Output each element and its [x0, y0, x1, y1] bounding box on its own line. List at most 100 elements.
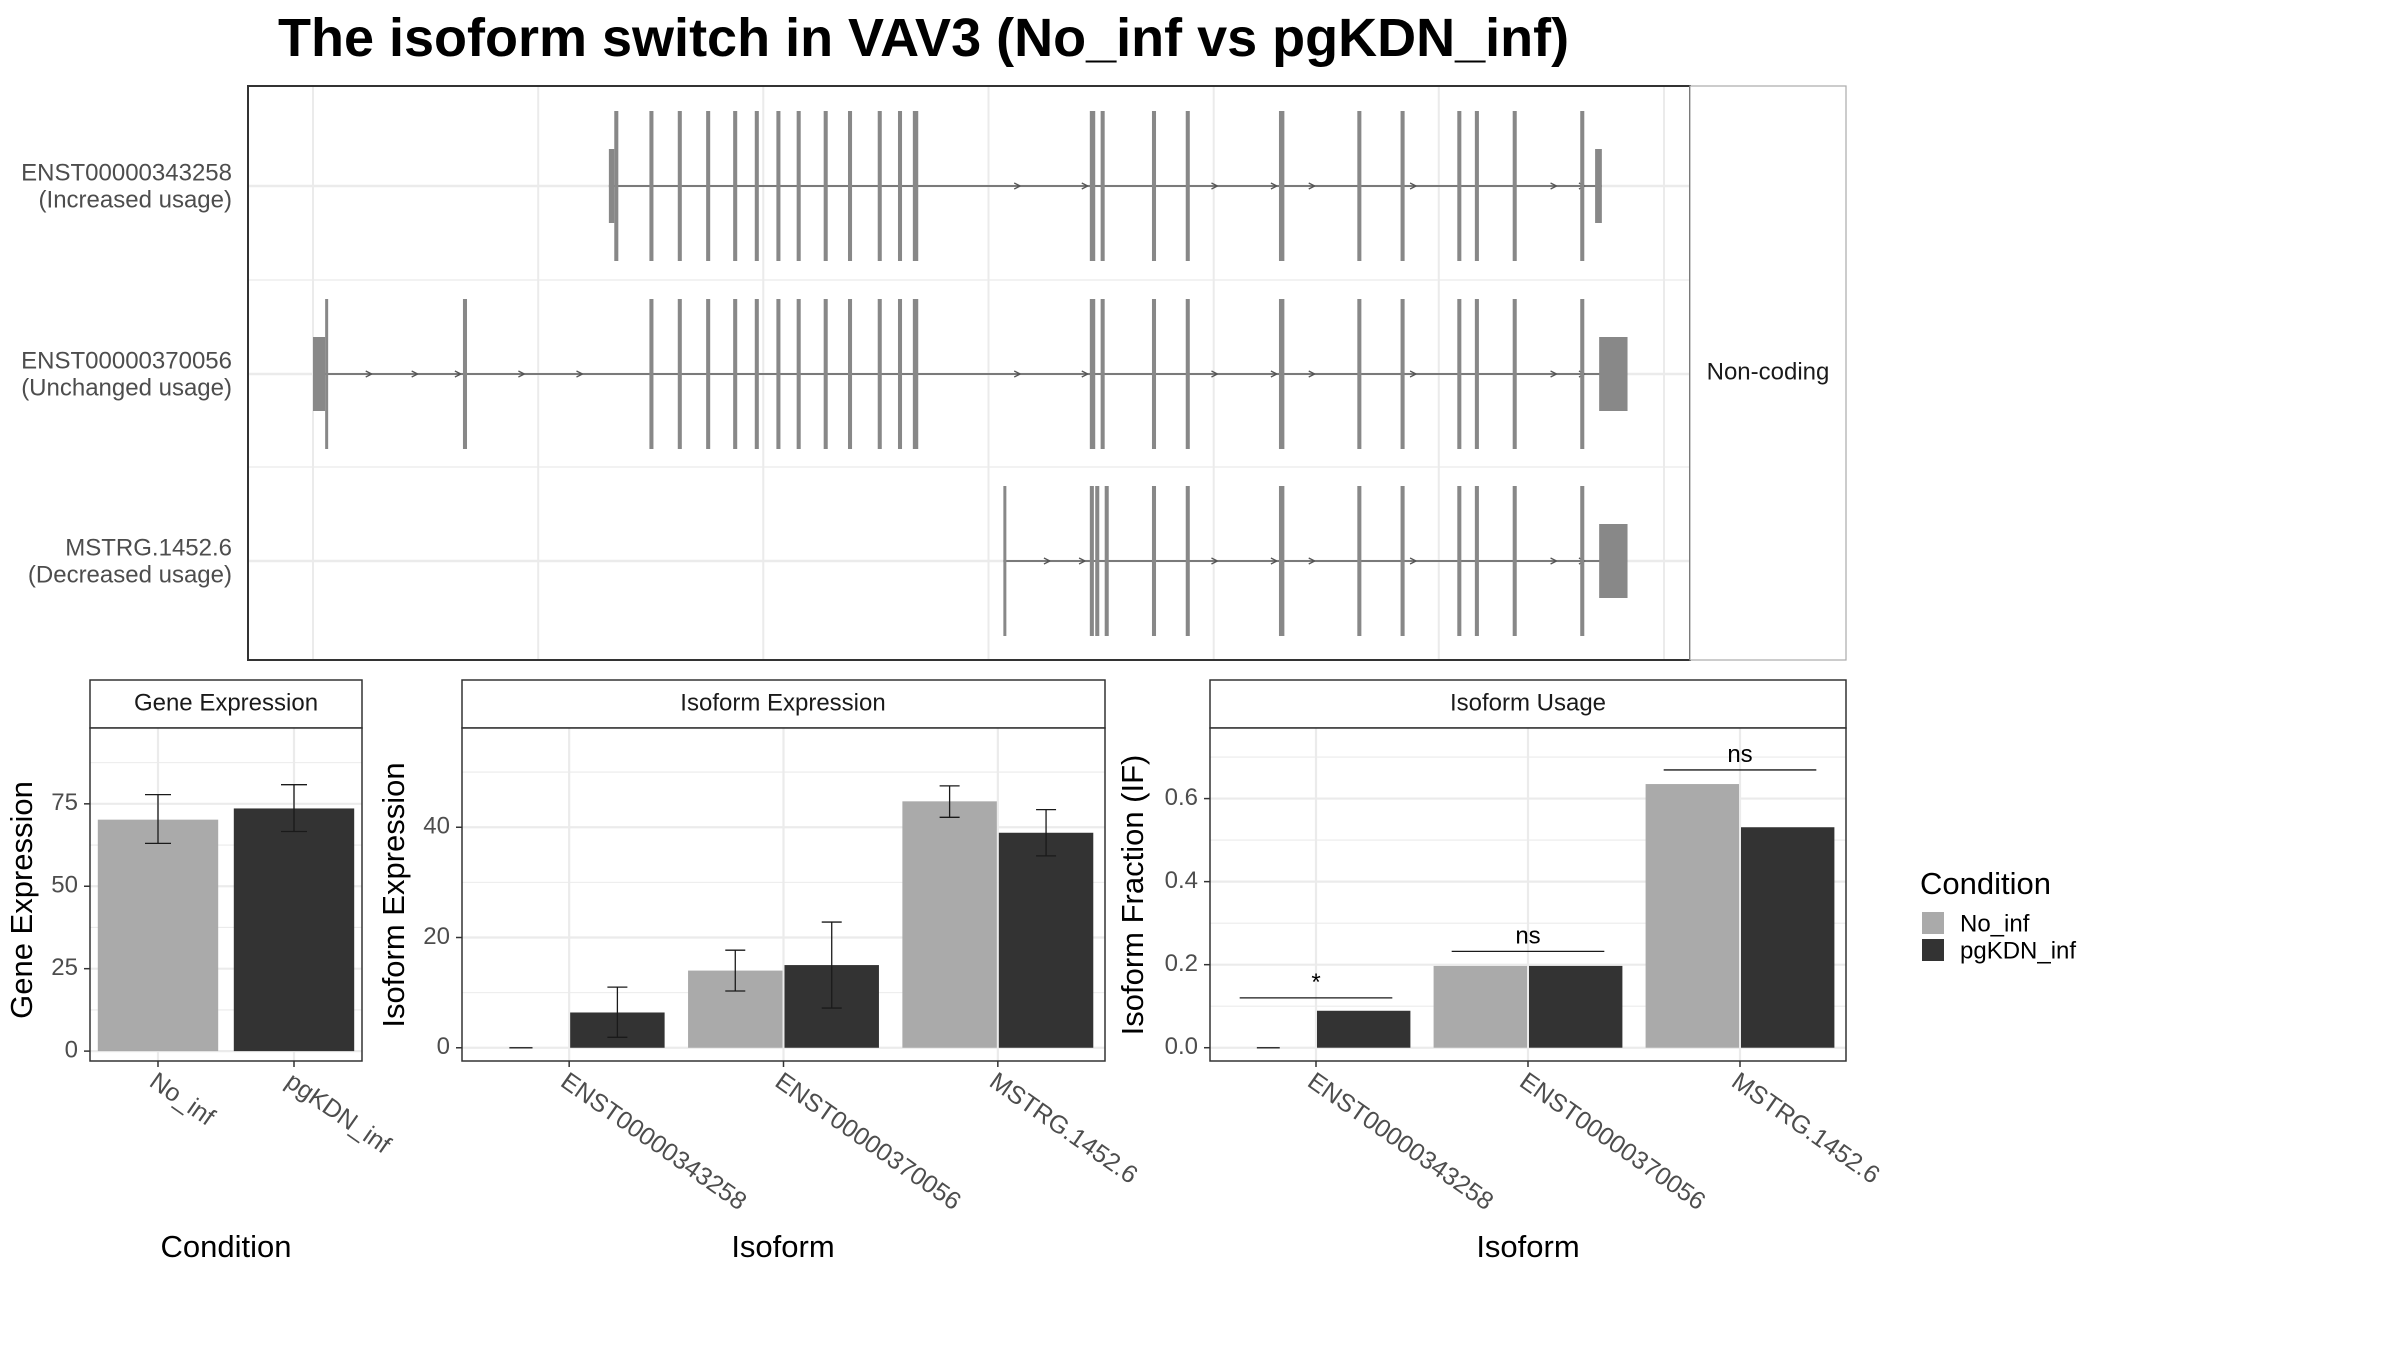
- exon-block: [1580, 486, 1585, 636]
- plot-border: [89, 727, 363, 1062]
- exon-block: [796, 111, 801, 261]
- isoform-expression-strip-title: Isoform Expression: [680, 689, 885, 716]
- gene-expression-x-title: Condition: [161, 1229, 292, 1264]
- transcript-id-label: MSTRG.1452.6: [65, 534, 232, 561]
- exon-block: [1474, 486, 1479, 636]
- x-tick-label: ENST00000370056: [770, 1067, 966, 1216]
- strand-arrow: [1043, 557, 1052, 565]
- transcript-track: [608, 111, 1602, 261]
- exon-block: [1512, 111, 1517, 261]
- exon-block: [1599, 337, 1628, 411]
- exon-block: [706, 299, 711, 449]
- exon-block: [776, 299, 781, 449]
- exon-block: [754, 299, 759, 449]
- strand-arrow: [1550, 182, 1559, 190]
- error-bar: [1036, 808, 1057, 857]
- isoform-expression-x-title: Isoform: [731, 1229, 834, 1264]
- exon-block: [1512, 486, 1517, 636]
- exon-block: [1151, 111, 1157, 261]
- exon-block: [1185, 299, 1190, 449]
- facet-strip: [1689, 85, 1847, 661]
- error-bar: [725, 949, 746, 992]
- exon-block: [823, 111, 828, 261]
- exon-block: [754, 111, 759, 261]
- exon-block: [733, 111, 738, 261]
- exon-block: [1089, 111, 1096, 261]
- x-tick-label: pgKDN_inf: [281, 1067, 396, 1159]
- exon-block: [462, 299, 468, 449]
- y-tick-label: 0.0: [1165, 1033, 1198, 1060]
- plot-border: [1209, 727, 1847, 1062]
- legend-title: Condition: [1920, 866, 2051, 901]
- strand-arrow: [411, 370, 420, 378]
- condition-legend: Condition No_inf pgKDN_inf: [1920, 866, 2076, 964]
- exon-block: [1580, 111, 1585, 261]
- x-tick-label: ENST00000370056: [1515, 1067, 1711, 1216]
- plot-border: [461, 727, 1106, 1062]
- strand-arrow: [1270, 557, 1279, 565]
- isoform-usage-plot: 0.0 0.2 0.4 0.6 ENST00000343258 ENST000003700…: [1165, 727, 1885, 1216]
- bar: [1317, 1010, 1411, 1048]
- facet-strip-label: Non-coding: [1707, 358, 1830, 385]
- strand-arrow: [1308, 182, 1317, 190]
- strand-arrow: [1013, 370, 1022, 378]
- strand-arrow: [1270, 370, 1279, 378]
- exon-block: [877, 111, 882, 261]
- exon-block: [1400, 299, 1405, 449]
- significance-label: *: [1311, 969, 1320, 996]
- exon-block: [677, 299, 682, 449]
- exon-block: [1104, 486, 1109, 636]
- gene-expression-strip: [89, 679, 363, 729]
- isoform-expression-y-title: Isoform Expression: [376, 762, 411, 1027]
- strand-arrow: [1409, 557, 1418, 565]
- x-tick-label: ENST00000343258: [556, 1067, 752, 1216]
- y-tick-label: 0.6: [1165, 784, 1198, 811]
- y-tick-label: 20: [423, 923, 450, 950]
- strand-arrow: [1078, 557, 1087, 565]
- gene-expression-y-title: Gene Expression: [4, 781, 39, 1019]
- exon-block: [1185, 486, 1190, 636]
- error-bar: [281, 784, 307, 833]
- isoform-expression-panel: Isoform Expression 0 20 40 ENST00000343258 E…: [376, 679, 1143, 1264]
- exon-block: [1278, 111, 1285, 261]
- exon-block: [614, 111, 619, 261]
- exon-block: [877, 299, 882, 449]
- exon-block: [847, 111, 853, 261]
- significance-label: ns: [1515, 922, 1540, 949]
- y-tick-label: 75: [51, 789, 78, 816]
- exon-block: [733, 299, 738, 449]
- legend-label-no-inf: No_inf: [1960, 910, 2030, 937]
- exon-block: [1457, 111, 1462, 261]
- exon-block: [1400, 486, 1405, 636]
- exon-block: [1474, 299, 1479, 449]
- y-tick-label: 0.2: [1165, 950, 1198, 977]
- strand-arrow: [454, 370, 463, 378]
- bar: [1529, 965, 1623, 1048]
- strand-arrow: [1081, 370, 1090, 378]
- exon-block: [1185, 111, 1190, 261]
- gene-expression-strip-title: Gene Expression: [134, 689, 318, 716]
- exon-block: [912, 111, 919, 261]
- exon-block: [325, 299, 329, 449]
- strand-arrow: [1211, 182, 1219, 190]
- transcript-usage-label: (Decreased usage): [28, 561, 232, 588]
- y-tick-label: 0: [437, 1033, 450, 1060]
- x-tick-label: No_inf: [145, 1067, 220, 1131]
- exon-block: [649, 111, 654, 261]
- exon-block: [796, 299, 801, 449]
- transcript-id-label: ENST00000343258: [21, 159, 232, 186]
- isoform-usage-panel: Isoform Usage 0.0 0.2 0.4 0.6 ENST0000034325…: [1115, 679, 1885, 1264]
- transcript-track: [1003, 486, 1628, 636]
- significance-label: ns: [1727, 741, 1752, 768]
- exon-block: [1003, 486, 1007, 636]
- exon-block: [1580, 299, 1585, 449]
- exon-block: [897, 299, 903, 449]
- exon-block: [1089, 486, 1094, 636]
- strand-arrow: [1211, 557, 1219, 565]
- exon-block: [706, 111, 711, 261]
- transcript-labels: ENST00000343258(Increased usage) ENST0000…: [21, 159, 232, 588]
- bar: [233, 808, 355, 1052]
- strand-arrow: [1550, 370, 1559, 378]
- strand-arrow: [1270, 182, 1279, 190]
